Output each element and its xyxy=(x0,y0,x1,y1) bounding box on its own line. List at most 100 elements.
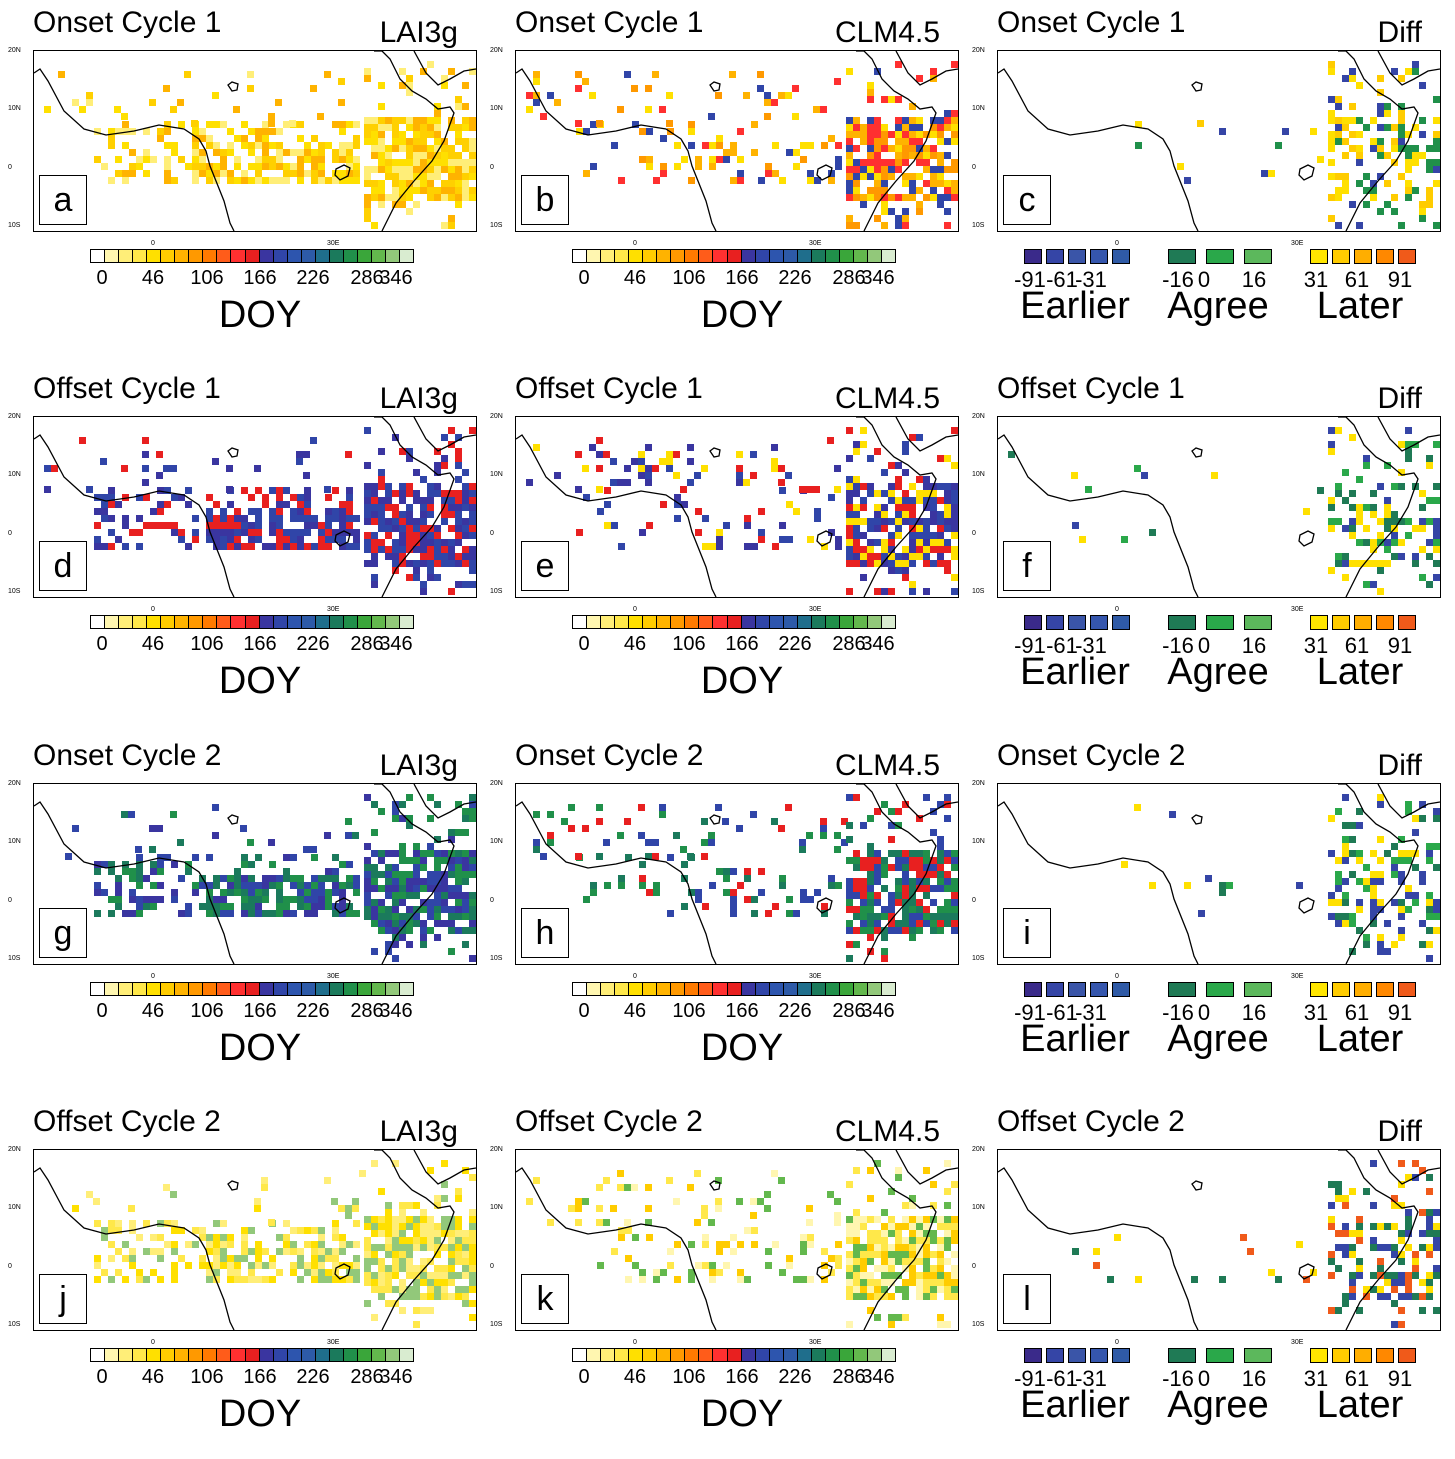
map-pixel xyxy=(944,504,951,511)
map-pixel xyxy=(399,1279,406,1286)
map-pixel xyxy=(895,222,902,229)
map-pixel xyxy=(1405,159,1412,166)
map-pixel xyxy=(1398,913,1405,920)
diff-legend-value: -16 xyxy=(1162,1366,1194,1391)
map-pixel xyxy=(108,1276,115,1283)
latitude-tick: 0 xyxy=(8,164,12,171)
map-pixel xyxy=(441,1286,448,1293)
map-pixel xyxy=(660,170,667,177)
map-pixel xyxy=(695,1262,702,1269)
colorbar-axis-label: DOY xyxy=(700,294,784,336)
map-pixel xyxy=(392,525,399,532)
map-pixel xyxy=(951,1251,958,1258)
map-pixel xyxy=(1349,822,1356,829)
map-pixel xyxy=(157,522,164,529)
map-pixel xyxy=(1419,490,1426,497)
map-pixel xyxy=(916,490,923,497)
map-pixel xyxy=(834,1198,841,1205)
map-pixel xyxy=(888,546,895,553)
map-pixel xyxy=(860,1216,867,1223)
map-pixel xyxy=(1377,934,1384,941)
map-pixel xyxy=(1377,871,1384,878)
map-pixel xyxy=(324,71,331,78)
map-pixel xyxy=(923,906,930,913)
map-pixel xyxy=(108,501,115,508)
map-pixel xyxy=(371,1251,378,1258)
map-pixel xyxy=(909,560,916,567)
map-pixel xyxy=(304,501,311,508)
map-pixel xyxy=(143,156,150,163)
map-pixel xyxy=(730,142,737,149)
map-pixel xyxy=(1398,483,1405,490)
map-pixel xyxy=(420,1244,427,1251)
map-pixel xyxy=(930,1272,937,1279)
map-pixel xyxy=(1398,927,1405,934)
map-pixel xyxy=(874,180,881,187)
map-pixel xyxy=(371,1216,378,1223)
map-pixel xyxy=(318,882,325,889)
map-pixel xyxy=(122,861,129,868)
map-pixel xyxy=(1370,1202,1377,1209)
map-pixel xyxy=(867,892,874,899)
map-pixel xyxy=(695,896,702,903)
map-pixel xyxy=(462,864,469,871)
map-pixel xyxy=(364,117,371,124)
map-pixel xyxy=(441,560,448,567)
map-pixel xyxy=(1335,1230,1342,1237)
map-pixel xyxy=(378,201,385,208)
map-pixel xyxy=(930,1181,937,1188)
map-pixel xyxy=(930,829,937,836)
map-pixel xyxy=(923,483,930,490)
map-pixel xyxy=(1419,878,1426,885)
map-pixel xyxy=(206,1269,213,1276)
map-pixel xyxy=(1240,1234,1247,1241)
map-pixel xyxy=(325,903,332,910)
map-pixel xyxy=(1398,1237,1405,1244)
map-pixel xyxy=(441,222,448,229)
map-pixel xyxy=(399,871,406,878)
diff-legend-swatch-later xyxy=(1376,615,1394,630)
map-pixel xyxy=(1391,857,1398,864)
map-pixel xyxy=(881,201,888,208)
diff-legend-swatch-later xyxy=(1354,249,1372,264)
map-pixel xyxy=(645,1184,652,1191)
map-pixel xyxy=(399,1237,406,1244)
map-pixel xyxy=(902,117,909,124)
map-pixel xyxy=(1419,815,1426,822)
map-pixel xyxy=(220,875,227,882)
map-pixel xyxy=(881,1293,888,1300)
diff-legend-swatch-earlier xyxy=(1112,1348,1130,1363)
map-pixel xyxy=(881,166,888,173)
colorbar-axis-label: DOY xyxy=(700,1393,784,1435)
map-pixel xyxy=(681,501,688,508)
map-pixel xyxy=(213,1262,220,1269)
map-pixel xyxy=(143,896,150,903)
map-pixel xyxy=(1384,539,1391,546)
map-pixel xyxy=(867,1244,874,1251)
diff-legend-value: -91 xyxy=(1014,1366,1046,1391)
map-pixel xyxy=(364,1223,371,1230)
colorbar-swatch xyxy=(217,616,232,628)
map-pixel xyxy=(951,927,958,934)
map-area xyxy=(515,783,959,965)
map-pixel xyxy=(346,910,353,917)
panel-title: Onset Cycle 1 xyxy=(515,6,704,39)
map-pixel xyxy=(371,850,378,857)
map-pixel xyxy=(311,1269,318,1276)
map-pixel xyxy=(434,871,441,878)
map-pixel xyxy=(1377,1293,1384,1300)
map-pixel xyxy=(206,1276,213,1283)
map-pixel xyxy=(583,170,590,177)
map-pixel xyxy=(115,1248,122,1255)
map-pixel xyxy=(846,1293,853,1300)
map-pixel xyxy=(262,142,269,149)
map-pixel xyxy=(94,1262,101,1269)
map-pixel xyxy=(371,885,378,892)
map-pixel xyxy=(1377,1272,1384,1279)
map-pixel xyxy=(413,560,420,567)
map-pixel xyxy=(902,560,909,567)
map-pixel xyxy=(142,451,149,458)
map-pixel xyxy=(828,875,835,882)
map-pixel xyxy=(220,910,227,917)
map-pixel xyxy=(448,1244,455,1251)
